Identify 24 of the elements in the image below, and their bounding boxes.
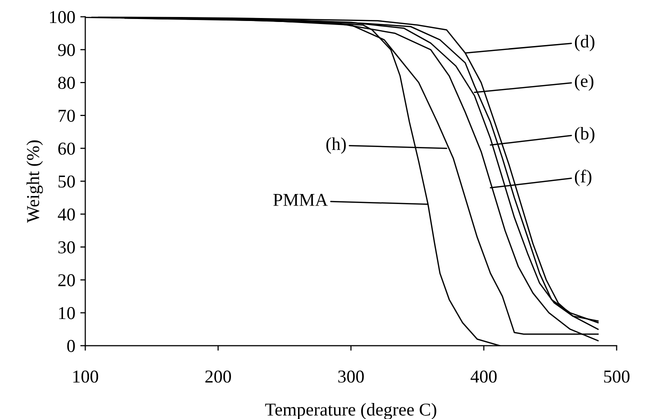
x-tick-label: 500	[604, 370, 630, 383]
y-tick-label: 100	[50, 11, 75, 24]
y-tick-label: 70	[58, 110, 75, 122]
annotation: (h)	[326, 137, 346, 154]
x-tick-label: 200	[205, 370, 231, 383]
y-tick-label: 40	[58, 208, 75, 221]
y-tick-label: 30	[58, 241, 75, 254]
y-tick-label: 80	[58, 76, 75, 89]
y-tick-label: 20	[58, 274, 75, 286]
y-tick-label: 0	[67, 340, 75, 352]
y-tick-label: 10	[59, 307, 75, 320]
y-axis-title: Weight (%)	[26, 140, 43, 223]
x-tick-label: 100	[73, 370, 98, 383]
annotation: (e)	[574, 74, 594, 91]
y-tick-label: 90	[58, 44, 75, 56]
annotation: PMMA	[273, 194, 328, 206]
x-tick-label: 300	[338, 370, 364, 383]
annotation: (b)	[574, 126, 594, 144]
annotation: (d)	[574, 34, 594, 52]
x-axis-title: Temperature (degree C)	[265, 403, 436, 419]
y-tick-label: 50	[58, 175, 75, 188]
x-tick-label: 400	[470, 370, 497, 383]
y-tick-label: 60	[58, 142, 75, 155]
annotation: (f)	[574, 170, 592, 186]
